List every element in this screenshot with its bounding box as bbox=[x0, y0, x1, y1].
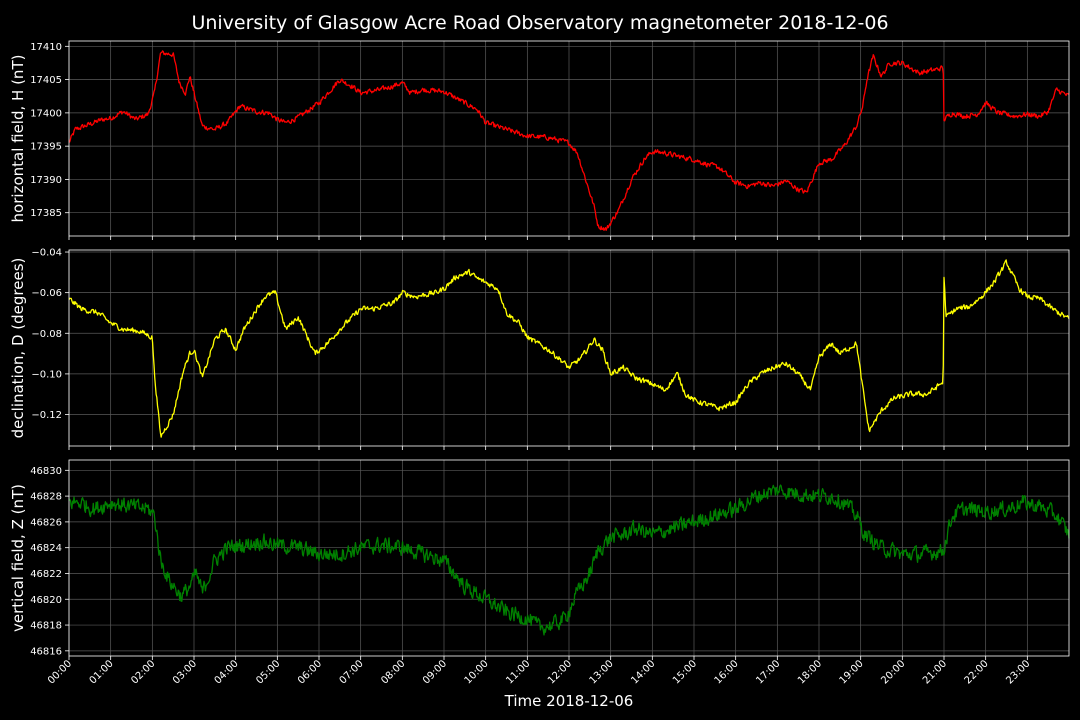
panel-3: 46816 46818 46820 46822 46824 46826 46828 46830… bbox=[9, 459, 1070, 660]
y-tick-label: 46820 bbox=[30, 595, 62, 606]
series-line-1 bbox=[68, 50, 1070, 231]
y-tick-label: 17405 bbox=[30, 75, 62, 86]
y-tick-label: 17410 bbox=[30, 42, 62, 53]
y-tick-label: 17385 bbox=[30, 208, 62, 219]
y-axis-label: vertical field, Z (nT) bbox=[9, 484, 27, 632]
panel-2: −0.12 −0.10 −0.08 −0.06 −0.04 declination, D … bbox=[9, 248, 1070, 450]
y-tick-label: −0.12 bbox=[31, 410, 62, 421]
y-tick-label: 17395 bbox=[30, 142, 62, 153]
y-tick-label: 46824 bbox=[30, 543, 62, 554]
y-tick-label: 46822 bbox=[30, 569, 62, 580]
y-tick-label: 46830 bbox=[30, 466, 62, 477]
panels-group: 17385 17390 17395 17400 17405 17410horizontal… bbox=[9, 40, 1070, 660]
y-tick-label: 46818 bbox=[30, 621, 62, 632]
panel-1: 17385 17390 17395 17400 17405 17410horizontal… bbox=[9, 40, 1070, 240]
chart-title: University of Glasgow Acre Road Observat… bbox=[191, 12, 888, 34]
series-line-2 bbox=[68, 259, 1070, 438]
y-tick-label: 17390 bbox=[30, 175, 62, 186]
y-tick-label: −0.08 bbox=[31, 329, 62, 340]
series-line-3 bbox=[68, 484, 1070, 636]
y-tick-label: −0.04 bbox=[31, 248, 62, 259]
y-axis-label: declination, D (degrees) bbox=[9, 258, 27, 439]
x-axis-label: Time 2018-12-06 bbox=[504, 692, 634, 710]
y-axis-label: horizontal field, H (nT) bbox=[9, 55, 27, 223]
y-tick-label: −0.06 bbox=[31, 288, 62, 299]
y-tick-label: 46826 bbox=[30, 517, 62, 528]
y-tick-label: 46828 bbox=[30, 492, 62, 503]
y-tick-label: −0.10 bbox=[31, 369, 62, 380]
y-tick-label: 17400 bbox=[30, 108, 62, 119]
y-tick-label: 46816 bbox=[30, 646, 62, 657]
